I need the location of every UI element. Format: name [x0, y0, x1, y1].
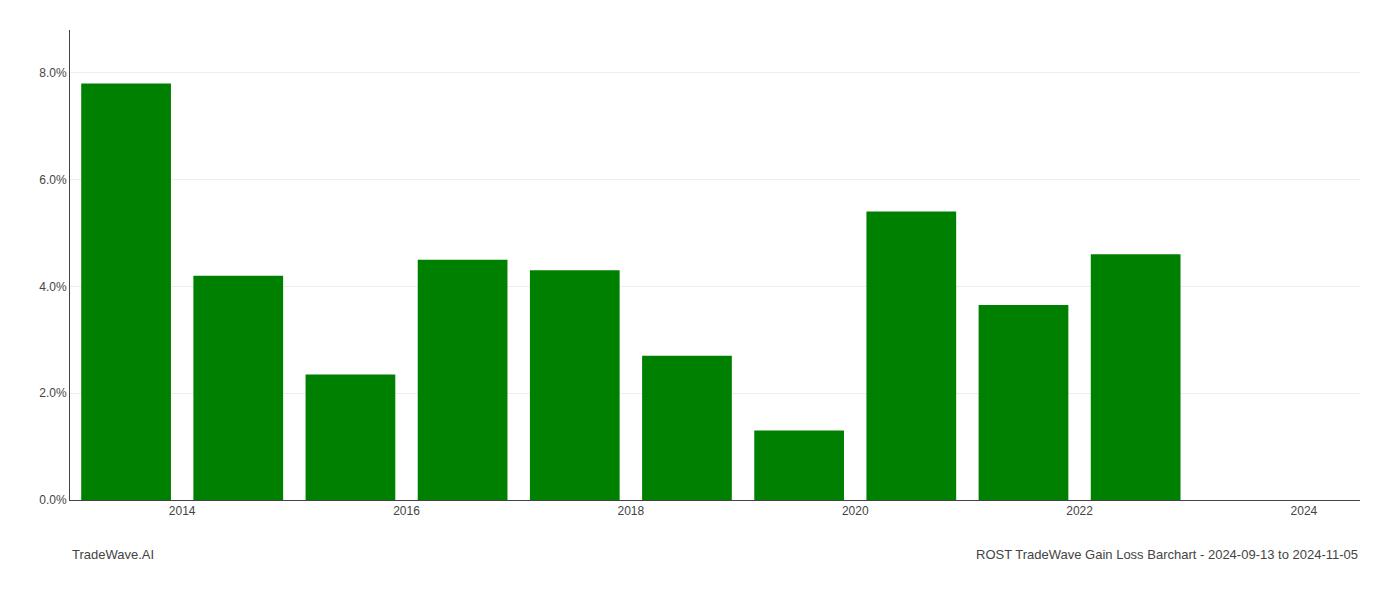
svg-text:2020: 2020 — [842, 504, 869, 518]
svg-text:0.0%: 0.0% — [39, 493, 67, 507]
svg-text:ROST TradeWave Gain Loss Barch: ROST TradeWave Gain Loss Barchart - 2024… — [976, 547, 1358, 562]
svg-text:TradeWave.AI: TradeWave.AI — [72, 547, 154, 562]
svg-text:6.0%: 6.0% — [39, 173, 67, 187]
svg-text:8.0%: 8.0% — [39, 66, 67, 80]
svg-text:2014: 2014 — [169, 504, 196, 518]
svg-text:2024: 2024 — [1291, 504, 1318, 518]
svg-text:2.0%: 2.0% — [39, 386, 67, 400]
svg-text:4.0%: 4.0% — [39, 280, 67, 294]
svg-text:2016: 2016 — [393, 504, 420, 518]
svg-text:2018: 2018 — [618, 504, 645, 518]
svg-text:2022: 2022 — [1066, 504, 1093, 518]
